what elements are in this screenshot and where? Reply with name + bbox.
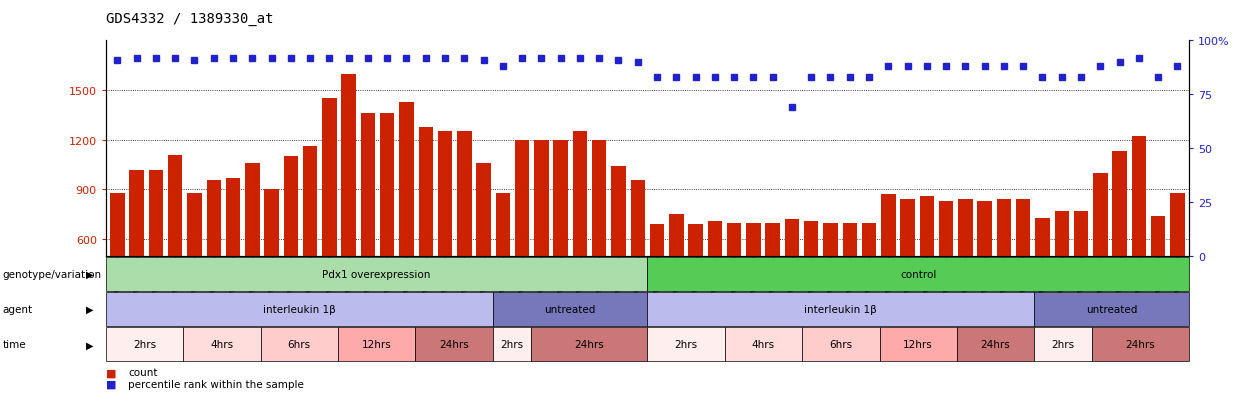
Bar xyxy=(997,200,1011,339)
Bar xyxy=(496,193,510,339)
Bar xyxy=(418,127,433,339)
Bar xyxy=(1016,200,1031,339)
Bar xyxy=(187,193,202,339)
Bar xyxy=(534,140,549,339)
Bar xyxy=(477,164,491,339)
Bar xyxy=(207,180,220,339)
Bar xyxy=(515,140,529,339)
Bar xyxy=(361,114,375,339)
Bar xyxy=(630,180,645,339)
Bar xyxy=(939,202,954,339)
Bar xyxy=(284,157,298,339)
Bar xyxy=(1074,211,1088,339)
Text: ▶: ▶ xyxy=(86,269,93,279)
Text: 2hrs: 2hrs xyxy=(133,339,156,349)
Bar xyxy=(225,178,240,339)
Text: 6hrs: 6hrs xyxy=(288,339,311,349)
Bar xyxy=(900,200,915,339)
Bar xyxy=(322,99,336,339)
Bar xyxy=(804,221,818,339)
Text: 2hrs: 2hrs xyxy=(500,339,524,349)
Bar xyxy=(110,193,124,339)
Text: interleukin 1β: interleukin 1β xyxy=(804,304,878,314)
Bar xyxy=(129,170,144,339)
Bar xyxy=(573,132,588,339)
Text: ■: ■ xyxy=(106,379,116,389)
Text: 4hrs: 4hrs xyxy=(210,339,234,349)
Text: ▶: ▶ xyxy=(86,339,93,349)
Bar xyxy=(707,221,722,339)
Text: Pdx1 overexpression: Pdx1 overexpression xyxy=(322,269,431,279)
Bar xyxy=(823,223,838,339)
Bar xyxy=(977,202,992,339)
Text: 2hrs: 2hrs xyxy=(675,339,697,349)
Bar xyxy=(862,223,876,339)
Text: 12hrs: 12hrs xyxy=(362,339,391,349)
Text: 24hrs: 24hrs xyxy=(439,339,469,349)
Bar xyxy=(245,164,259,339)
Bar xyxy=(341,74,356,339)
Bar xyxy=(303,147,317,339)
Text: agent: agent xyxy=(2,304,32,314)
Bar xyxy=(959,200,972,339)
Text: untreated: untreated xyxy=(544,304,595,314)
Bar xyxy=(264,190,279,339)
Bar xyxy=(1150,216,1165,339)
Bar xyxy=(688,225,703,339)
Bar xyxy=(843,223,857,339)
Bar xyxy=(554,140,568,339)
Bar xyxy=(400,102,413,339)
Bar xyxy=(591,140,606,339)
Text: 24hrs: 24hrs xyxy=(981,339,1011,349)
Bar xyxy=(438,132,452,339)
Bar xyxy=(148,170,163,339)
Text: genotype/variation: genotype/variation xyxy=(2,269,102,279)
Text: ▶: ▶ xyxy=(86,304,93,314)
Bar xyxy=(168,155,183,339)
Text: 24hrs: 24hrs xyxy=(574,339,604,349)
Bar xyxy=(1036,218,1050,339)
Text: interleukin 1β: interleukin 1β xyxy=(263,304,336,314)
Text: ■: ■ xyxy=(106,368,116,377)
Text: count: count xyxy=(128,368,158,377)
Text: percentile rank within the sample: percentile rank within the sample xyxy=(128,379,304,389)
Bar xyxy=(881,195,895,339)
Bar xyxy=(1170,193,1185,339)
Bar xyxy=(669,215,684,339)
Text: 2hrs: 2hrs xyxy=(1052,339,1074,349)
Bar xyxy=(380,114,395,339)
Bar xyxy=(920,197,934,339)
Bar xyxy=(1112,152,1127,339)
Text: 24hrs: 24hrs xyxy=(1125,339,1155,349)
Bar xyxy=(766,223,779,339)
Bar xyxy=(727,223,741,339)
Text: 6hrs: 6hrs xyxy=(829,339,853,349)
Text: untreated: untreated xyxy=(1086,304,1137,314)
Bar xyxy=(1132,137,1147,339)
Bar xyxy=(746,223,761,339)
Text: GDS4332 / 1389330_at: GDS4332 / 1389330_at xyxy=(106,12,274,26)
Text: control: control xyxy=(900,269,936,279)
Text: time: time xyxy=(2,339,26,349)
Bar xyxy=(1055,211,1069,339)
Bar xyxy=(457,132,472,339)
Text: 4hrs: 4hrs xyxy=(752,339,776,349)
Bar xyxy=(1093,173,1108,339)
Bar xyxy=(650,225,665,339)
Bar xyxy=(611,167,626,339)
Text: 12hrs: 12hrs xyxy=(904,339,933,349)
Bar xyxy=(784,220,799,339)
